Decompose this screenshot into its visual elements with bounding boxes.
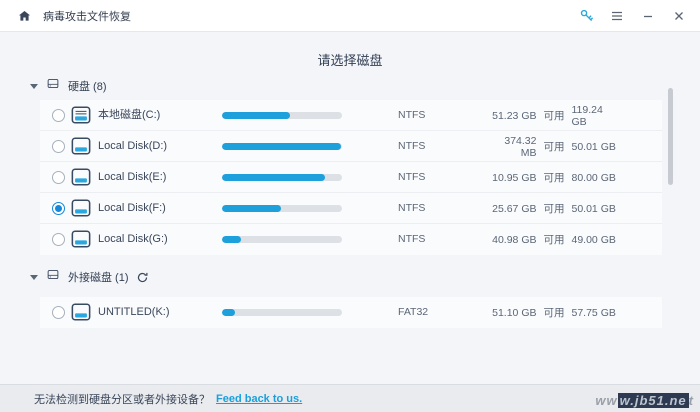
menu-icon[interactable]	[606, 5, 628, 27]
titlebar-controls	[575, 5, 700, 27]
section-header-harddisk: 硬盘 (8)	[30, 78, 107, 94]
filesystem-label: NTFS	[398, 140, 426, 152]
capacity-label: 40.98 GB 可用 49.00 GB	[492, 233, 616, 247]
minimize-icon[interactable]	[637, 5, 659, 27]
disk-icon	[46, 77, 60, 95]
disk-name: UNTITLED(K:)	[98, 306, 170, 318]
filesystem-label: NTFS	[398, 202, 426, 214]
disk-name: Local Disk(E:)	[98, 171, 167, 183]
disk-name: Local Disk(F:)	[98, 202, 166, 214]
capacity-label: 51.10 GB 可用 57.75 GB	[492, 306, 616, 320]
disk-radio[interactable]	[52, 171, 65, 184]
capacity-label: 374.32 MB 可用 50.01 GB	[504, 134, 616, 159]
disk-radio[interactable]	[52, 109, 65, 122]
disk-row-d[interactable]: Local Disk(D:) NTFS 374.32 MB 可用 50.01 GB	[40, 131, 662, 162]
drive-icon	[70, 136, 92, 161]
window-title: 病毒攻击文件恢复	[43, 10, 131, 23]
section-label: 外接磁盘 (1)	[68, 272, 129, 284]
drive-icon	[70, 229, 92, 254]
usage-bar	[222, 205, 342, 212]
disk-radio[interactable]	[52, 140, 65, 153]
capacity-label: 51.23 GB 可用 119.24 GB	[492, 103, 603, 128]
disk-name: Local Disk(D:)	[98, 140, 168, 152]
chevron-down-icon[interactable]	[30, 274, 38, 280]
disk-row-e[interactable]: Local Disk(E:) NTFS 10.95 GB 可用 80.00 GB	[40, 162, 662, 193]
filesystem-label: NTFS	[398, 171, 426, 183]
disk-name: 本地磁盘(C:)	[98, 109, 161, 121]
usage-bar	[222, 309, 342, 316]
disk-name: Local Disk(G:)	[98, 233, 168, 245]
disk-row-g[interactable]: Local Disk(G:) NTFS 40.98 GB 可用 49.00 GB	[40, 224, 662, 255]
disk-radio[interactable]	[52, 306, 65, 319]
drive-icon	[70, 302, 92, 327]
footer-question: 无法检测到硬盘分区或者外接设备？	[34, 393, 210, 406]
page-title: 请选择磁盘	[317, 53, 383, 68]
disk-icon	[46, 268, 60, 286]
filesystem-label: NTFS	[398, 233, 426, 245]
footer-bar: 无法检测到硬盘分区或者外接设备？ Feed back to us. ww w.jb…	[0, 384, 700, 412]
filesystem-label: FAT32	[398, 306, 429, 318]
watermark: ww w.jb51.ne t	[595, 393, 694, 408]
drive-icon	[70, 105, 92, 130]
usage-bar	[222, 236, 342, 243]
capacity-label: 25.67 GB 可用 50.01 GB	[492, 202, 616, 216]
disk-row-f[interactable]: Local Disk(F:) NTFS 25.67 GB 可用 50.01 GB	[40, 193, 662, 224]
harddisk-list: 本地磁盘(C:) NTFS 51.23 GB 可用 119.24 GB Local …	[40, 100, 662, 255]
close-icon[interactable]	[668, 5, 690, 27]
usage-bar	[222, 143, 342, 150]
usage-bar	[222, 112, 342, 119]
feedback-link[interactable]: Feed back to us.	[216, 392, 303, 405]
disk-row-k[interactable]: UNTITLED(K:) FAT32 51.10 GB 可用 57.75 GB	[40, 297, 662, 328]
filesystem-label: NTFS	[398, 109, 426, 121]
external-disk-list: UNTITLED(K:) FAT32 51.10 GB 可用 57.75 GB	[40, 297, 662, 328]
main-content: 请选择磁盘 硬盘 (8) 本地磁盘(C:) NTFS 51.23 GB 可用 119…	[0, 32, 700, 384]
drive-icon	[70, 198, 92, 223]
key-icon[interactable]	[575, 5, 597, 27]
drive-icon	[70, 167, 92, 192]
usage-bar	[222, 174, 342, 181]
refresh-icon[interactable]	[137, 272, 148, 283]
section-label: 硬盘 (8)	[68, 81, 107, 93]
section-header-external: 外接磁盘 (1)	[30, 269, 148, 285]
capacity-label: 10.95 GB 可用 80.00 GB	[492, 171, 616, 185]
disk-radio[interactable]	[52, 202, 65, 215]
disk-row-c[interactable]: 本地磁盘(C:) NTFS 51.23 GB 可用 119.24 GB	[40, 100, 662, 131]
scrollbar-thumb[interactable]	[668, 88, 673, 185]
title-bar: 病毒攻击文件恢复	[0, 0, 700, 32]
chevron-down-icon[interactable]	[30, 83, 38, 89]
home-icon[interactable]	[14, 6, 34, 26]
disk-radio[interactable]	[52, 233, 65, 246]
